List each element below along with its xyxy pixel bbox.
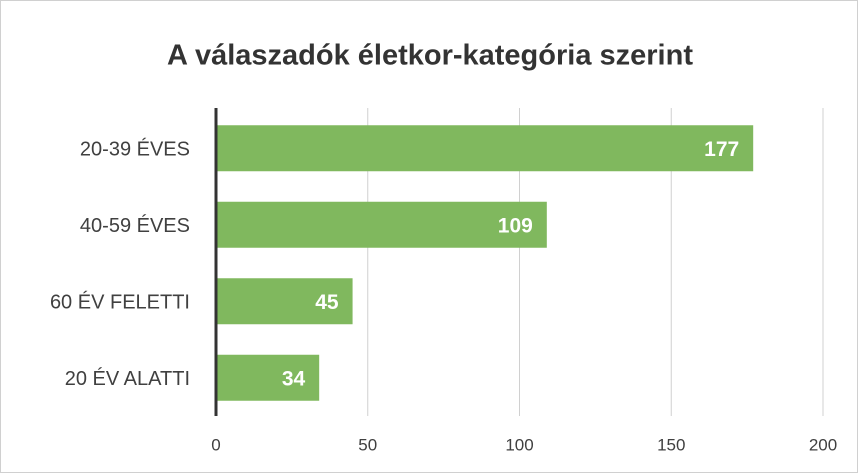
chart-title: A válaszadók életkor-kategória szerint [167,40,693,72]
y-tick-label: 20 ÉV ALATTI [65,367,190,390]
x-tick-label: 50 [358,435,377,454]
data-label: 177 [704,138,739,161]
y-tick-label: 20-39 ÉVES [80,138,190,161]
bar [216,354,320,401]
data-label: 109 [498,214,533,237]
x-tick-label: 100 [505,435,533,454]
y-tick-label: 60 ÉV FELETTI [50,291,190,314]
bar [216,278,353,325]
bar [216,201,547,248]
x-tick-label: 150 [657,435,685,454]
data-label: 45 [315,291,339,314]
x-tick-label: 200 [809,435,837,454]
data-label: 34 [282,367,306,390]
y-tick-label: 40-59 ÉVES [80,214,190,237]
x-tick-label: 0 [211,435,220,454]
bar [216,125,754,172]
